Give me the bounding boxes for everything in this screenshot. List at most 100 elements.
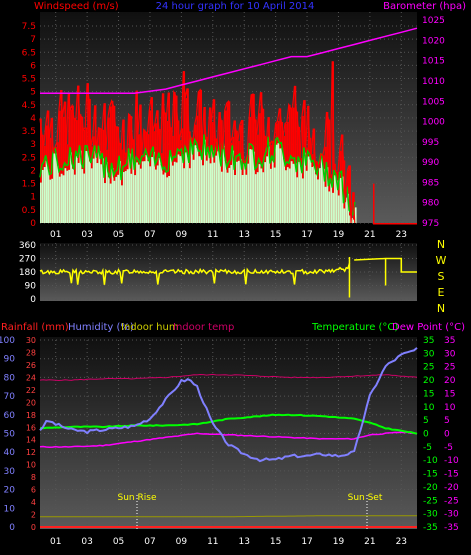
gust-bar (277, 143, 280, 223)
gust-bar (107, 177, 110, 223)
gust-bar (96, 163, 99, 223)
gust-bar (264, 162, 267, 223)
gust-bar (243, 163, 246, 223)
hour-tick-label: 17 (301, 230, 312, 240)
direction-ticks: 360 270 180 90 0 (19, 241, 36, 305)
gust-bar (290, 161, 293, 223)
direction-tick-label: 90 (25, 282, 37, 292)
gust-bar (236, 161, 238, 223)
dew-point-tick-label: 5 (444, 416, 450, 426)
windspeed-tick-label: 4.5 (22, 101, 36, 111)
barometer-tick-label: 985 (422, 178, 439, 188)
rainfall-tick-label: 4 (31, 498, 36, 507)
wind-bar (373, 183, 375, 223)
gust-bar (226, 172, 229, 223)
rainfall-tick-label: 26 (26, 361, 36, 370)
gust-bar (294, 163, 297, 223)
wind-bar (373, 223, 417, 225)
gust-bar (254, 174, 257, 223)
humidity-tick-label: 0 (9, 523, 15, 533)
barometer-tick-label: 975 (422, 219, 439, 229)
gust-bar (158, 157, 161, 223)
hour-tick-label: 21 (364, 537, 375, 547)
rainfall-tick-label: 0 (31, 523, 36, 532)
chart-title: 24 hour graph for 10 April 2014 (156, 1, 315, 12)
gust-bar (168, 175, 170, 223)
gust-bar (115, 176, 118, 223)
gust-bar (237, 160, 240, 223)
gust-bar (117, 174, 120, 223)
dew-point-tick-label: -35 (444, 523, 459, 533)
gust-bar (207, 151, 210, 223)
dew-point-tick-label: 20 (444, 376, 456, 386)
gust-bar (89, 161, 91, 223)
gust-bar (75, 156, 78, 223)
humidity-line (39, 347, 418, 463)
wind-bar (328, 119, 331, 223)
temperature-tick-label: 25 (423, 363, 434, 373)
gust-bar (351, 217, 353, 223)
windspeed-tick-label: 1.5 (22, 180, 36, 190)
windspeed-tick-label: 7 (30, 35, 36, 45)
gust-bar (145, 154, 148, 223)
gust-bar (266, 156, 268, 223)
gust-bar (260, 168, 263, 223)
windspeed-tick-label: 5 (30, 88, 36, 98)
barometer-tick-label: 1015 (422, 57, 445, 67)
temperature-tick-label: -10 (423, 456, 438, 466)
rainfall-tick-label: 22 (26, 386, 36, 395)
temperature-tick-label: 5 (423, 416, 429, 426)
hour-tick-label: 23 (396, 537, 407, 547)
temperature-tick-label: 30 (423, 349, 435, 359)
gust-bar (275, 144, 278, 223)
gust-bar (317, 179, 319, 223)
gust-bar (175, 162, 178, 223)
barometer-line (40, 27, 418, 94)
gust-bar (285, 170, 287, 223)
rainfall-tick-label: 6 (31, 486, 36, 495)
gust-bar (72, 168, 74, 223)
hour-tick-label: 11 (207, 230, 218, 240)
gust-bar (256, 172, 259, 223)
barometer-tick-label: 1020 (422, 36, 445, 46)
gust-bar (143, 161, 146, 223)
gust-bar (40, 182, 42, 223)
gust-bar (194, 145, 197, 223)
hour-tick-label: 19 (333, 230, 345, 240)
gust-bar (90, 168, 93, 223)
windspeed-tick-label: 7.5 (22, 22, 36, 32)
gust-bar (253, 151, 255, 223)
gust-bar (332, 192, 334, 223)
wind-hour-ticks: 01 03 05 07 09 11 13 15 17 19 21 23 (50, 230, 407, 240)
hour-tick-label: 07 (144, 537, 155, 547)
humidity-tick-label: 50 (4, 430, 16, 440)
gust-bar (349, 215, 351, 223)
wind-bar (115, 126, 118, 223)
gust-bar (268, 142, 270, 223)
gust-bar (51, 178, 54, 223)
compass-label: N (437, 302, 445, 315)
gust-bar (124, 171, 127, 223)
wind-bar (111, 100, 114, 223)
barometer-tick-label: 1005 (422, 97, 445, 107)
gust-bar (138, 164, 140, 223)
gust-bar (354, 207, 357, 223)
gust-bar (185, 152, 187, 223)
gust-bar (330, 183, 333, 223)
barometer-tick-label: 1000 (422, 118, 445, 128)
gust-bar (307, 156, 310, 223)
hour-tick-label: 03 (81, 537, 92, 547)
gust-bar (58, 176, 61, 223)
wind-bar (332, 61, 334, 224)
barometer-tick-label: 995 (422, 138, 439, 148)
dew-point-tick-label: 15 (444, 389, 455, 399)
gust-bar (303, 152, 306, 223)
hour-tick-label: 09 (176, 537, 188, 547)
rainfall-tick-label: 24 (26, 373, 36, 382)
temp-hour-ticks: 01 03 05 07 09 11 13 15 17 19 21 23 (50, 537, 407, 547)
windspeed-tick-label: 2.5 (22, 153, 36, 163)
gust-bar (141, 161, 144, 223)
gust-bar (43, 167, 46, 223)
gust-bar (62, 175, 65, 223)
gust-bar (217, 147, 219, 223)
